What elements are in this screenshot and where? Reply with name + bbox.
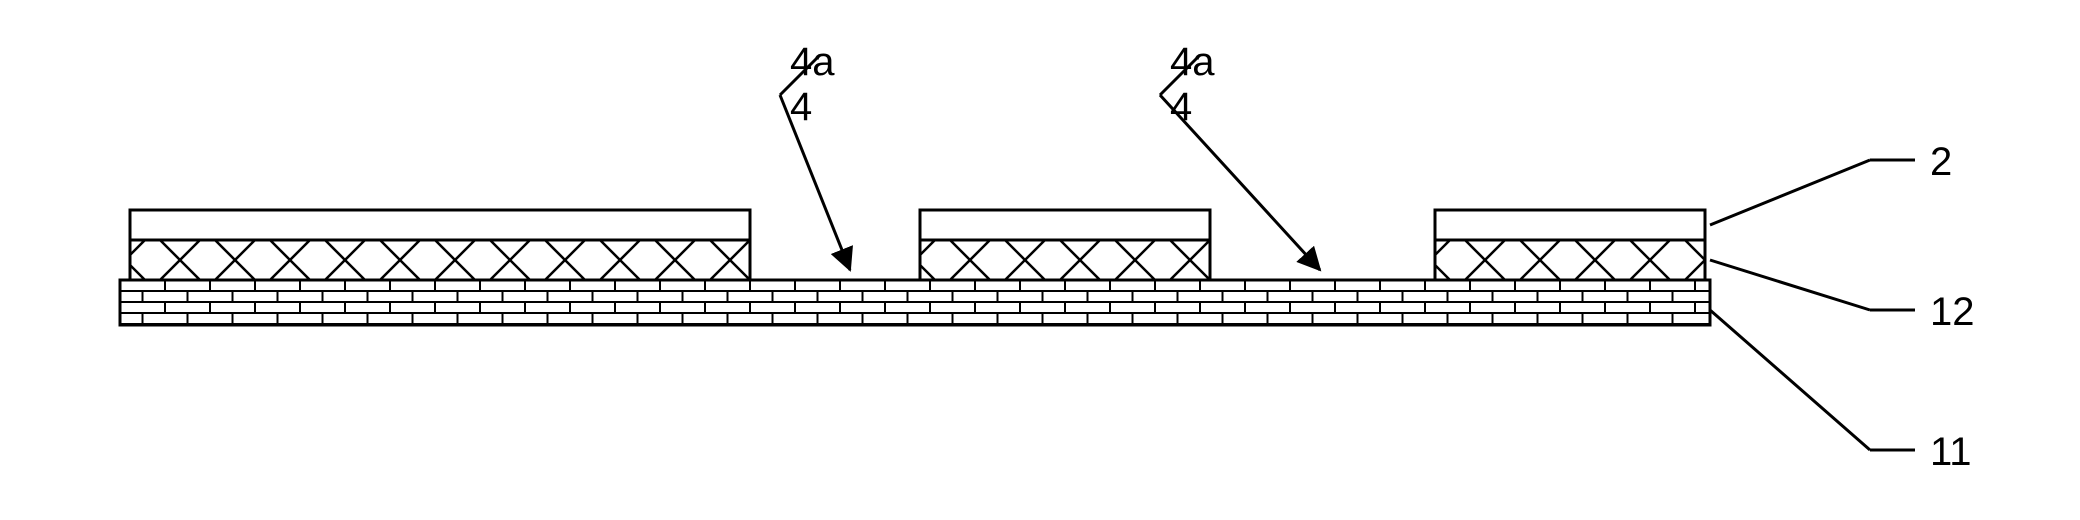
leader-12: 12	[1710, 260, 1975, 334]
top-layer-2	[130, 210, 750, 240]
hatched-layer-12	[50, 240, 860, 280]
label-4a: 4a	[790, 40, 835, 84]
label-12: 12	[1930, 290, 1975, 334]
leader-2: 2	[1710, 140, 1952, 225]
leader-11: 11	[1710, 310, 1972, 474]
hatched-layer-12	[840, 240, 1320, 280]
hatched-layer-12	[1355, 240, 1780, 280]
gap-callout-0: 4a4	[780, 40, 850, 270]
label-4: 4	[790, 85, 812, 129]
label-4: 4	[1170, 85, 1192, 129]
substrate-layer-11	[120, 280, 1710, 325]
top-layer-2	[920, 210, 1210, 240]
segment-1	[840, 210, 1320, 280]
label-2: 2	[1930, 140, 1952, 184]
label-4a: 4a	[1170, 40, 1215, 84]
segment-2	[1355, 210, 1780, 280]
label-11: 11	[1930, 430, 1972, 474]
segment-0	[50, 210, 860, 280]
top-layer-2	[1435, 210, 1705, 240]
